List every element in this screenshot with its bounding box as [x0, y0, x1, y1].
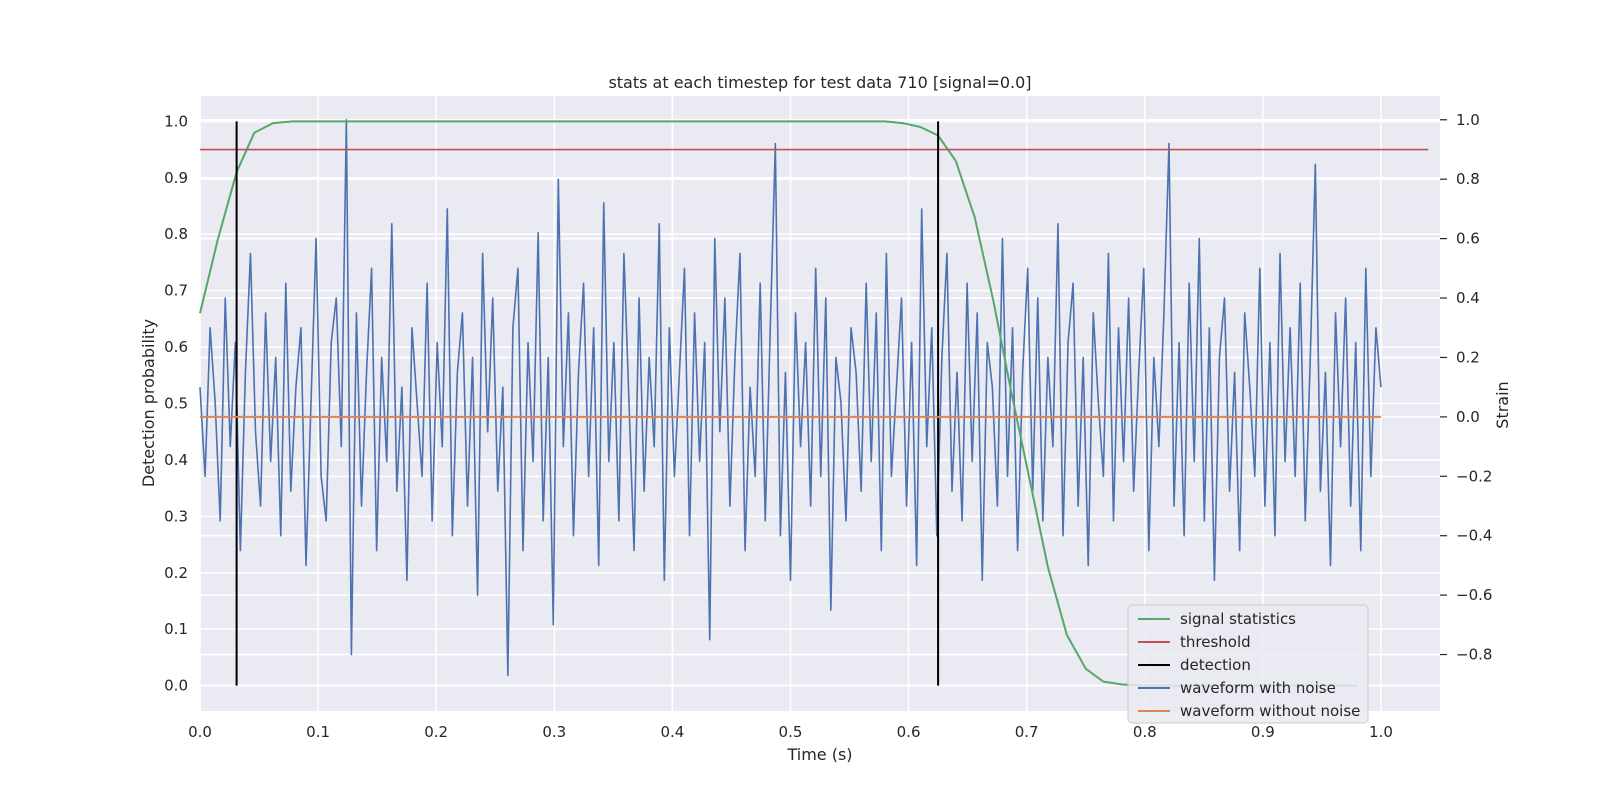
y-right-tick-label: 0.4 [1456, 289, 1480, 307]
x-tick-label: 0.0 [188, 723, 212, 741]
legend-entry-label: signal statistics [1180, 610, 1296, 628]
chart-title: stats at each timestep for test data 710… [608, 73, 1031, 92]
y-left-tick-label: 0.8 [164, 225, 188, 243]
series-waveform-with-noise [199, 118, 1382, 677]
y-right-tick-label: 1.0 [1456, 111, 1480, 129]
y-right-tick-label: −0.8 [1456, 646, 1492, 664]
y-axis-right-label: Strain [1493, 381, 1512, 428]
y-left-tick-label: 0.9 [164, 169, 188, 187]
y-right-tick-label: 0.0 [1456, 408, 1480, 426]
legend-entry-label: waveform without noise [1180, 702, 1360, 720]
y-left-tick-label: 0.3 [164, 507, 188, 525]
y-left-tick-label: 0.6 [164, 338, 188, 356]
x-tick-label: 0.7 [1015, 723, 1039, 741]
tick-labels: 0.0 0.1 0.2 0.3 0.4 0.5 0.6 0.7 0.8 0.9 1.0 0.0 0.1 0… [164, 111, 1492, 741]
y-axis-left-label: Detection probability [139, 319, 158, 487]
y-left-tick-label: 1.0 [164, 112, 188, 130]
x-tick-label: 0.5 [779, 723, 803, 741]
y-right-tick-label: −0.6 [1456, 586, 1492, 604]
x-tick-label: 0.3 [542, 723, 566, 741]
y-left-tick-label: 0.4 [164, 451, 188, 469]
x-tick-label: 0.8 [1133, 723, 1157, 741]
y-right-tick-label: 0.2 [1456, 348, 1480, 366]
y-left-tick-label: 0.5 [164, 395, 188, 413]
y-right-tick-label: −0.4 [1456, 527, 1492, 545]
legend-entry-label: threshold [1180, 633, 1251, 651]
x-axis-label: Time (s) [786, 745, 852, 764]
y-left-tick-label: 0.7 [164, 282, 188, 300]
x-tick-label: 0.9 [1251, 723, 1275, 741]
series-signal-statistics [199, 120, 1358, 687]
series-layer [199, 118, 1429, 687]
legend-entry-label: waveform with noise [1180, 679, 1336, 697]
y-right-tick-label: 0.8 [1456, 170, 1480, 188]
y-right-tick-label: 0.6 [1456, 230, 1480, 248]
x-tick-label: 0.4 [660, 723, 684, 741]
x-tick-label: 0.6 [897, 723, 921, 741]
x-tick-label: 0.2 [424, 723, 448, 741]
y-right-tick-label: −0.2 [1456, 467, 1492, 485]
x-tick-label: 1.0 [1369, 723, 1393, 741]
legend-box [1127, 604, 1369, 724]
legend-entry-label: detection [1180, 656, 1251, 674]
y-left-tick-label: 0.1 [164, 620, 188, 638]
y-left-tick-label: 0.2 [164, 564, 188, 582]
x-tick-label: 0.1 [306, 723, 330, 741]
legend: signal statistics threshold detection wavef… [1127, 604, 1369, 724]
y-left-tick-label: 0.0 [164, 677, 188, 695]
